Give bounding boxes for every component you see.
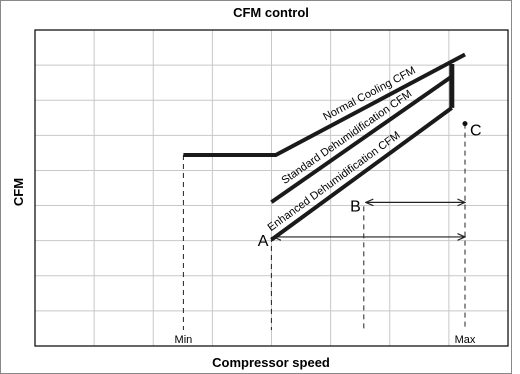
series-line-3 <box>270 106 453 242</box>
arrows <box>273 202 465 237</box>
series-lines <box>183 52 466 242</box>
series-line-2 <box>270 74 453 204</box>
point-marker-c <box>462 121 468 127</box>
y-axis-label: CFM <box>11 178 26 206</box>
point-label-a: A <box>258 233 269 250</box>
x-tick-label: Max <box>455 334 476 346</box>
dashed-guides <box>182 123 466 330</box>
series-line-1 <box>183 52 466 158</box>
point-label-b: B <box>350 198 361 215</box>
point-label-c: C <box>470 123 482 140</box>
x-tick-label: Min <box>175 334 193 346</box>
chart-title: CFM control <box>233 5 309 20</box>
plot-area <box>34 29 509 347</box>
x-axis-label: Compressor speed <box>212 355 330 370</box>
